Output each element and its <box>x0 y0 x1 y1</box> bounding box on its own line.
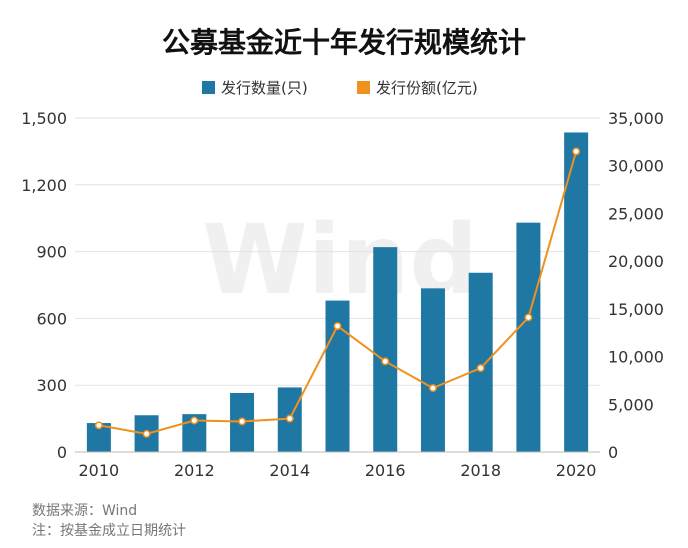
legend-label: 发行份额(亿元) <box>376 79 478 97</box>
y-right-tick-label: 30,000 <box>608 157 664 176</box>
line-point-2013 <box>238 417 246 426</box>
legend-swatch <box>357 81 370 94</box>
legend: 发行数量(只) 发行份额(亿元) <box>202 79 478 97</box>
bar-2018 <box>468 272 493 452</box>
source-note: 数据来源：Wind <box>32 503 137 519</box>
y-right-tick-label: 20,000 <box>608 252 664 271</box>
legend-label: 发行数量(只) <box>221 79 308 97</box>
y-right-tick-label: 0 <box>608 443 618 462</box>
line-point-2014 <box>285 414 294 423</box>
line-point-2018 <box>476 364 485 372</box>
y-left-tick-label: 1,500 <box>21 109 67 128</box>
line-series <box>94 147 581 438</box>
y-right-tick-label: 25,000 <box>608 204 664 223</box>
footnote: 注：按基金成立日期统计 <box>32 522 186 539</box>
line-point-2017 <box>429 384 437 393</box>
bar-2019 <box>516 222 541 452</box>
legend-swatch <box>202 81 215 94</box>
line-point-2010 <box>94 421 103 430</box>
y-left-tick-label: 1,200 <box>21 176 67 195</box>
line-point-2015 <box>333 322 342 330</box>
bar-2016 <box>373 247 398 452</box>
x-tick-label: 2010 <box>79 461 120 480</box>
line-point-2011 <box>142 429 151 438</box>
y-left-tick-label: 300 <box>36 376 67 395</box>
y-right-tick-label: 15,000 <box>608 300 664 319</box>
x-tick-label: 2012 <box>174 461 215 480</box>
y-left-tick-label: 0 <box>57 443 67 462</box>
line-point-2016 <box>381 357 390 366</box>
y-left-tick-label: 600 <box>36 309 67 328</box>
axes: 0 300 600 900 1,200 1,500 0 5,000 10,000 15,000 20… <box>21 109 664 480</box>
bar-2020 <box>564 132 589 452</box>
y-left-tick-label: 900 <box>36 243 67 262</box>
y-right-tick-label: 35,000 <box>608 109 664 128</box>
x-tick-label: 2018 <box>460 461 501 480</box>
bar-2017 <box>420 288 445 452</box>
y-right-tick-label: 10,000 <box>608 348 664 367</box>
line-point-2012 <box>190 416 199 425</box>
x-tick-label: 2020 <box>556 461 597 480</box>
line-point-2020 <box>572 147 581 156</box>
y-right-tick-label: 5,000 <box>608 395 654 414</box>
chart-title: 公募基金近十年发行规模统计 <box>162 26 526 59</box>
x-tick-label: 2016 <box>365 461 406 480</box>
line-point-2019 <box>524 313 533 322</box>
x-tick-label: 2014 <box>269 461 310 480</box>
